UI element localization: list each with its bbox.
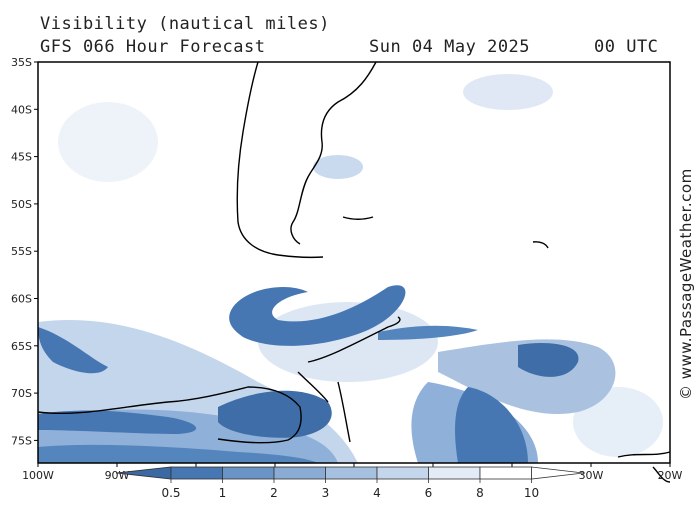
legend-label: 10 xyxy=(524,486,539,500)
legend-label: 6 xyxy=(425,486,433,500)
forecast-date: Sun 04 May 2025 xyxy=(369,37,531,57)
legend-colorbar xyxy=(116,466,584,480)
legend-label: 2 xyxy=(270,486,278,500)
legend-segment xyxy=(170,466,223,480)
visibility-legend: 0.5 1 2 3 4 6 8 10 xyxy=(116,466,584,500)
legend-labels: 0.5 1 2 3 4 6 8 10 xyxy=(161,479,539,500)
legend-segment xyxy=(479,466,532,480)
coastlines xyxy=(37,61,671,483)
legend-segment xyxy=(273,466,326,480)
visibility-fields xyxy=(38,74,663,463)
legend-label: 4 xyxy=(373,486,381,500)
legend-label: 8 xyxy=(476,486,484,500)
lat-tick-label: 35S xyxy=(11,56,32,69)
lat-tick-label: 60S xyxy=(11,293,32,306)
latitude-axis: 35S 40S 45S 50S 55S 60S 65S 70S 75S xyxy=(11,56,38,447)
lat-tick-label: 65S xyxy=(11,340,32,353)
lat-tick-label: 45S xyxy=(11,151,32,164)
forecast-subtitle: GFS 066 Hour Forecast xyxy=(40,37,266,57)
legend-left-arrow xyxy=(116,466,172,480)
legend-right-arrow xyxy=(531,466,584,480)
legend-segment xyxy=(428,466,481,480)
legend-segment xyxy=(325,466,378,480)
lat-tick-label: 50S xyxy=(11,198,32,211)
lon-tick-label: 30W xyxy=(579,469,604,482)
lon-tick-label: 20W xyxy=(658,469,683,482)
legend-segment xyxy=(222,466,275,480)
lat-tick-label: 40S xyxy=(11,103,32,116)
forecast-time: 00 UTC xyxy=(594,37,659,57)
lat-tick-label: 75S xyxy=(11,434,32,447)
chart-title: Visibility (nautical miles) xyxy=(40,14,330,34)
legend-label: 3 xyxy=(322,486,330,500)
legend-label: 1 xyxy=(219,486,227,500)
legend-segment xyxy=(376,466,429,480)
lat-tick-label: 55S xyxy=(11,245,32,258)
legend-label: 0.5 xyxy=(161,486,180,500)
credit-label: © www.PassageWeather.com xyxy=(677,168,695,400)
lon-tick-label: 100W xyxy=(22,469,54,482)
lat-tick-label: 70S xyxy=(11,387,32,400)
